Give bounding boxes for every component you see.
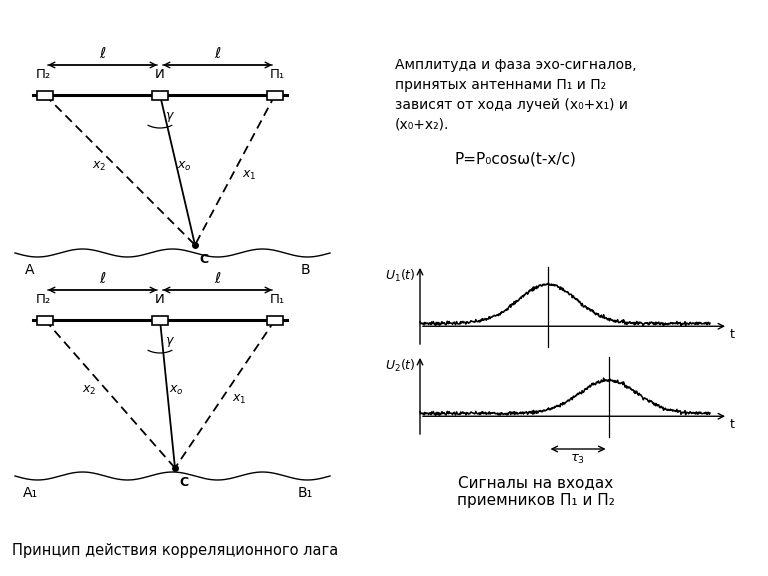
Text: Амплитуда и фаза эхо-сигналов,: Амплитуда и фаза эхо-сигналов, xyxy=(395,58,637,72)
Text: $x_2$: $x_2$ xyxy=(82,384,97,397)
Text: зависят от хода лучей (x₀+x₁) и: зависят от хода лучей (x₀+x₁) и xyxy=(395,98,628,112)
Text: ℓ: ℓ xyxy=(214,271,220,286)
Text: Принцип действия корреляционного лага: Принцип действия корреляционного лага xyxy=(12,543,338,558)
Text: $U_1(t)$: $U_1(t)$ xyxy=(386,268,416,284)
Text: C: C xyxy=(179,476,188,489)
Bar xyxy=(267,90,283,100)
Text: ℓ: ℓ xyxy=(99,271,106,286)
Text: П₁: П₁ xyxy=(270,293,285,306)
Text: P=P₀cosω(t-x/c): P=P₀cosω(t-x/c) xyxy=(455,152,577,167)
Text: И: И xyxy=(155,293,165,306)
Text: $x_o$: $x_o$ xyxy=(177,160,192,173)
Text: $x_1$: $x_1$ xyxy=(232,392,247,406)
Text: П₁: П₁ xyxy=(270,68,285,81)
Text: t: t xyxy=(730,328,735,341)
Bar xyxy=(267,316,283,324)
Text: A₁: A₁ xyxy=(22,486,38,500)
Text: приемников П₁ и П₂: приемников П₁ и П₂ xyxy=(457,493,615,508)
Bar xyxy=(152,316,168,324)
Text: B₁: B₁ xyxy=(297,486,313,500)
Text: (x₀+x₂).: (x₀+x₂). xyxy=(395,118,449,132)
Text: γ: γ xyxy=(165,334,172,347)
Text: принятых антеннами П₁ и П₂: принятых антеннами П₁ и П₂ xyxy=(395,78,606,92)
Text: γ: γ xyxy=(165,109,172,122)
Bar xyxy=(37,316,53,324)
Bar xyxy=(37,90,53,100)
Text: C: C xyxy=(199,253,208,266)
Text: t: t xyxy=(730,418,735,431)
Bar xyxy=(152,90,168,100)
Text: $U_2(t)$: $U_2(t)$ xyxy=(386,358,416,374)
Text: ℓ: ℓ xyxy=(214,46,220,61)
Text: $x_o$: $x_o$ xyxy=(169,384,184,397)
Text: $x_1$: $x_1$ xyxy=(242,168,257,181)
Text: Сигналы на входах: Сигналы на входах xyxy=(458,475,614,490)
Text: A: A xyxy=(25,263,35,277)
Text: П₂: П₂ xyxy=(35,68,51,81)
Text: B: B xyxy=(300,263,310,277)
Text: ℓ: ℓ xyxy=(99,46,106,61)
Text: П₂: П₂ xyxy=(35,293,51,306)
Text: $x_2$: $x_2$ xyxy=(92,160,107,173)
Text: $\tau_3$: $\tau_3$ xyxy=(571,453,586,466)
Text: И: И xyxy=(155,68,165,81)
